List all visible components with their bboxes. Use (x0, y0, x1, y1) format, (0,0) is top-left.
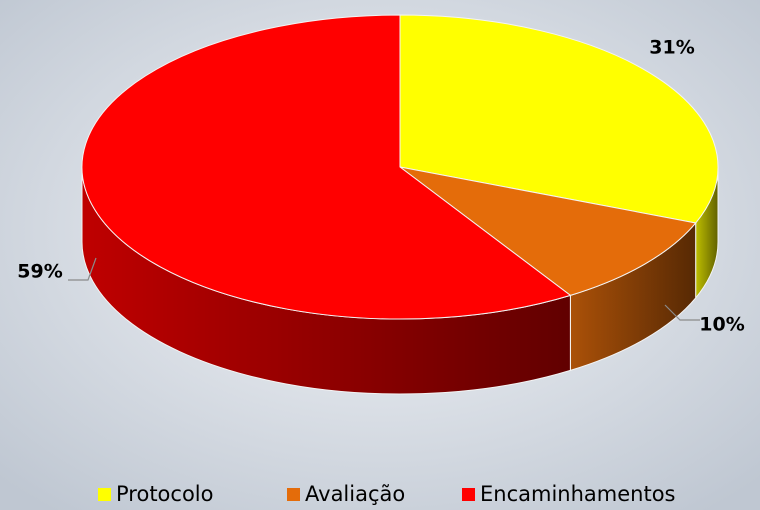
legend-swatch (287, 488, 300, 501)
slice (399, 166, 697, 296)
data-label: 59% (17, 261, 62, 283)
legend-swatch (98, 488, 111, 501)
legend-swatch (462, 488, 475, 501)
legend-label: Protocolo (116, 482, 213, 506)
leader-line (68, 257, 97, 281)
data-label: 10% (699, 314, 744, 336)
legend-label: Encaminhamentos (480, 482, 675, 506)
legend-label: Avaliação (305, 482, 405, 506)
slice (81, 14, 572, 320)
slice (399, 14, 719, 224)
leader-line (664, 304, 700, 321)
data-label: 31% (649, 37, 694, 59)
